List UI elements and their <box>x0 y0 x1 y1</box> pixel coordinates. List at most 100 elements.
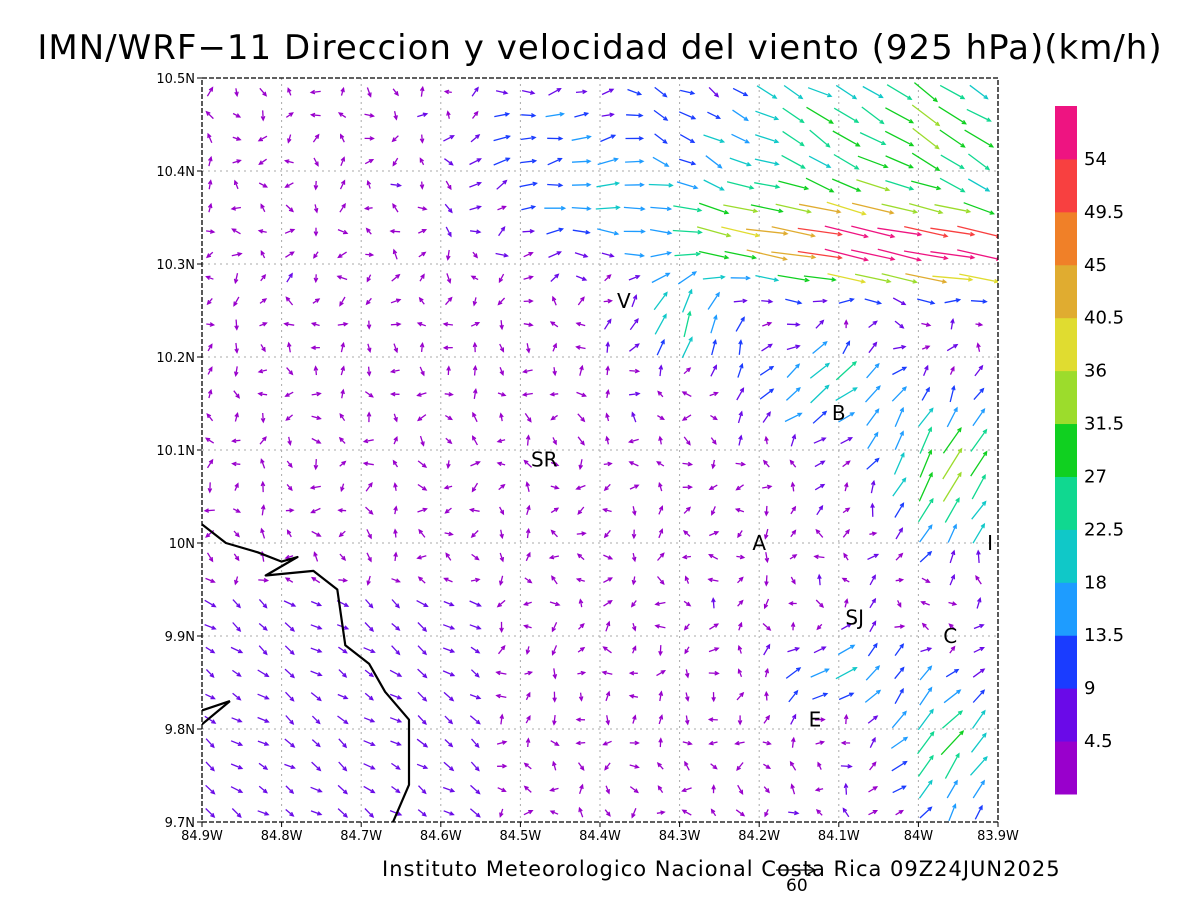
wind-vector <box>895 577 905 583</box>
wind-vector <box>917 730 935 755</box>
wind-vector <box>338 646 348 654</box>
wind-vector <box>755 110 780 121</box>
wind-vector <box>864 298 883 305</box>
wind-vector <box>470 229 482 235</box>
wind-vector <box>339 412 346 422</box>
wind-vector <box>391 623 401 631</box>
wind-vector <box>708 670 720 676</box>
colorbar-swatch <box>1055 370 1077 425</box>
wind-vector <box>781 154 806 169</box>
wind-vector <box>496 461 506 467</box>
wind-vector <box>737 410 743 424</box>
wind-vector <box>707 291 720 310</box>
wind-vector <box>785 667 802 679</box>
wind-vector <box>520 158 538 164</box>
colorbar-label: 9 <box>1084 678 1095 699</box>
wind-vector <box>789 554 798 560</box>
wind-vector <box>442 624 456 630</box>
wind-vector <box>498 225 506 237</box>
wind-vector <box>522 228 536 234</box>
wind-vector <box>469 181 482 188</box>
wind-vector <box>231 252 243 257</box>
wind-vector <box>597 157 619 166</box>
wind-vector <box>877 227 923 237</box>
wind-vector <box>708 647 720 653</box>
wind-vector <box>257 391 268 397</box>
wind-vector <box>972 522 986 544</box>
wind-vector <box>913 82 939 103</box>
wind-vector <box>869 620 877 633</box>
wind-vector <box>605 435 610 445</box>
wind-vector <box>499 713 505 725</box>
wind-vector <box>520 135 537 141</box>
wind-vector <box>862 85 884 99</box>
wind-vector <box>631 529 637 540</box>
wind-vector <box>703 134 726 144</box>
wind-vector <box>970 428 988 452</box>
wind-vector <box>894 687 904 705</box>
wind-vector <box>921 622 929 631</box>
wind-vector <box>826 201 867 216</box>
wind-vector <box>920 647 933 653</box>
wind-vector <box>797 250 843 260</box>
wind-vector <box>287 436 292 446</box>
wind-vector <box>286 341 292 353</box>
wind-vector <box>778 180 810 191</box>
place-label-sr: SR <box>531 447 558 471</box>
colorbar-label: 40.5 <box>1084 308 1124 329</box>
y-tick-label: 9.8N <box>165 723 195 738</box>
wind-vector <box>629 764 640 769</box>
wind-vector <box>471 435 478 446</box>
wind-vector <box>499 320 504 331</box>
wind-vector <box>605 389 610 399</box>
wind-vector <box>337 321 349 327</box>
wind-vector <box>733 298 748 304</box>
wind-vector <box>443 600 455 607</box>
wind-vector <box>550 740 560 746</box>
wind-vector <box>389 669 403 677</box>
wind-vector <box>754 158 780 166</box>
wind-vector <box>391 135 399 143</box>
wind-vector <box>972 407 986 427</box>
wind-vector <box>496 179 508 190</box>
wind-vector <box>499 621 504 633</box>
wind-vector <box>824 248 869 262</box>
wind-vector <box>419 181 425 190</box>
wind-vector <box>552 367 557 377</box>
wind-vector <box>816 623 823 631</box>
wind-vector <box>737 784 744 796</box>
wind-vector <box>762 411 771 423</box>
wind-vector <box>206 458 214 469</box>
wind-vector <box>230 646 244 654</box>
wind-vector <box>285 715 295 726</box>
wind-vector <box>391 785 401 794</box>
wind-vector <box>867 642 878 657</box>
wind-vector <box>549 601 561 607</box>
wind-vector <box>393 413 398 423</box>
wind-vector <box>419 134 425 144</box>
wind-vector <box>232 159 242 164</box>
wind-vector <box>499 808 504 818</box>
wind-vector <box>676 181 699 190</box>
wind-vector <box>393 435 398 445</box>
wind-vector <box>698 202 730 215</box>
wind-vector <box>861 106 885 125</box>
x-tick-label: 84.4W <box>579 829 621 844</box>
wind-vector <box>735 484 744 491</box>
wind-vector <box>313 365 319 376</box>
wind-vector <box>393 482 398 491</box>
wind-vector <box>764 435 769 445</box>
wind-vector <box>469 624 482 630</box>
wind-vector <box>577 506 585 516</box>
wind-vector <box>230 206 242 211</box>
wind-vector <box>470 275 479 281</box>
wind-vector <box>499 552 505 563</box>
wind-vector <box>444 507 452 514</box>
wind-vector <box>548 251 562 258</box>
wind-vector <box>605 715 611 726</box>
wind-vector <box>257 368 268 374</box>
wind-vector <box>605 412 610 422</box>
wind-vector <box>750 204 784 214</box>
wind-vector <box>575 275 588 281</box>
wind-vector <box>445 296 453 306</box>
